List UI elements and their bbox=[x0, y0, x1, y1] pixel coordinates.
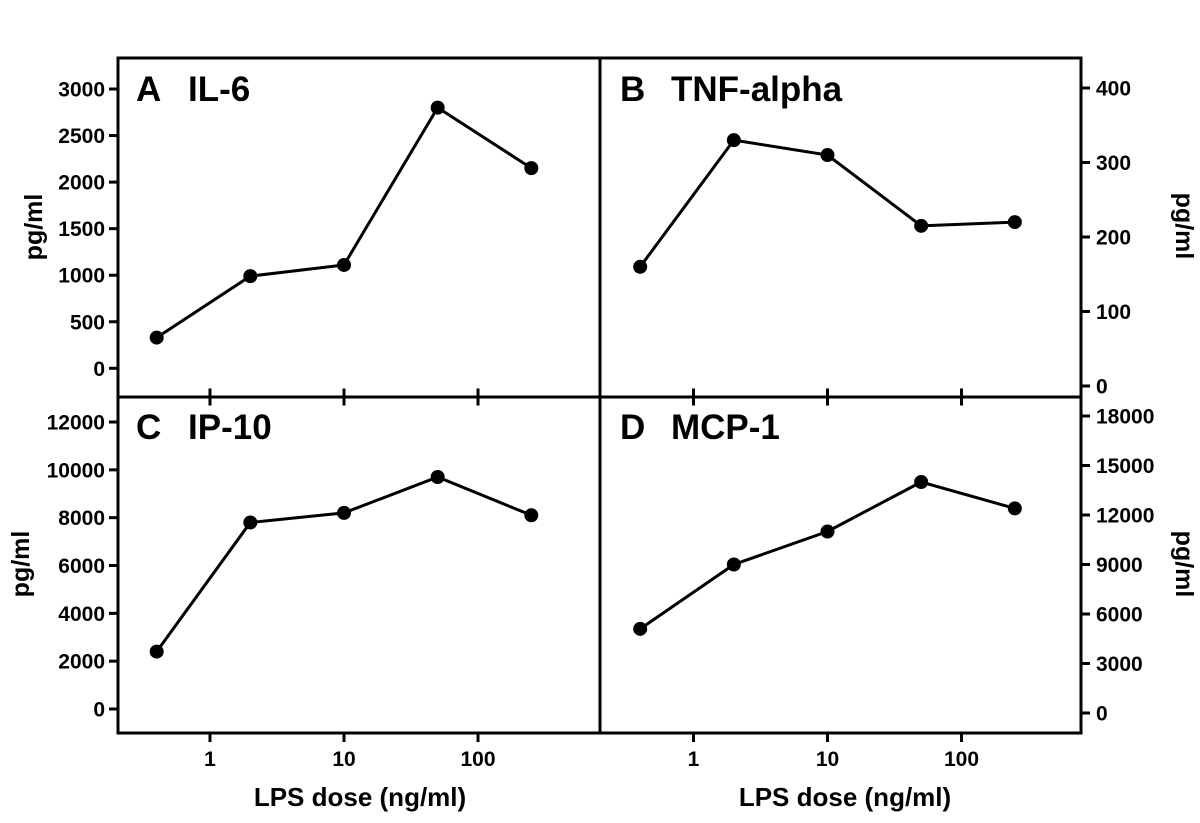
panel-b-label: B bbox=[620, 70, 645, 109]
panel-a-label: A bbox=[136, 70, 161, 109]
panel-a-series-line bbox=[155, 105, 533, 339]
y-axis-label-panel-a: pg/ml bbox=[20, 194, 48, 261]
panel-d-ytick-label: 12000 bbox=[1096, 505, 1154, 528]
panel-d-ytick-label: 6000 bbox=[1096, 604, 1143, 627]
panel-a-data-point bbox=[337, 257, 351, 272]
panel-c-ytick-label: 0 bbox=[93, 699, 105, 722]
panel-d-ytick-label: 18000 bbox=[1096, 406, 1154, 429]
panel-a-ytick-label: 2000 bbox=[58, 172, 105, 195]
panel-a-ytick-label: 2500 bbox=[58, 125, 105, 148]
panel-c-title: IP-10 bbox=[188, 408, 272, 447]
panel-d-ytick-label: 15000 bbox=[1096, 455, 1154, 478]
panel-c-ytick-label: 12000 bbox=[47, 412, 105, 435]
panel-c-ytick-label: 4000 bbox=[58, 603, 105, 626]
panel-c-label: C bbox=[136, 408, 161, 447]
panel-d-data-point bbox=[1007, 501, 1022, 516]
panel-c-ytick-label: 6000 bbox=[58, 555, 105, 578]
panel-b-ytick-label: 200 bbox=[1096, 227, 1131, 250]
panel-a-data-point bbox=[430, 100, 445, 115]
panel-d-ytick-label: 9000 bbox=[1096, 554, 1143, 577]
panel-c-ytick-label: 8000 bbox=[58, 507, 105, 530]
panel-b-data-point bbox=[820, 148, 835, 163]
panel-b-title: TNF-alpha bbox=[671, 70, 843, 109]
panel-c-data-point bbox=[337, 505, 351, 520]
panel-c-data-point bbox=[430, 470, 445, 485]
x-axis-label-right: LPS dose (ng/ml) bbox=[739, 782, 951, 812]
panel-c-ytick-label: 2000 bbox=[58, 651, 105, 674]
panel-a-data-point bbox=[243, 269, 258, 284]
panel-b-ytick-label: 400 bbox=[1096, 78, 1131, 101]
panel-c-xtick-label: 1 bbox=[204, 748, 216, 771]
panel-a-data-point bbox=[524, 161, 539, 176]
panel-d-title: MCP-1 bbox=[671, 408, 780, 447]
panel-c-xtick-label: 10 bbox=[332, 748, 355, 771]
panel-c-series-line bbox=[155, 475, 532, 653]
panel-c-ytick-label: 10000 bbox=[47, 459, 105, 482]
panel-c-data-point bbox=[149, 644, 164, 659]
panel-a-ytick-label: 3000 bbox=[58, 79, 105, 102]
y-axis-label-panel-c: pg/ml bbox=[7, 531, 35, 598]
panel-d-ytick-label: 3000 bbox=[1096, 653, 1143, 676]
panel-a-ytick-label: 0 bbox=[93, 358, 105, 381]
panel-b-ytick-label: 100 bbox=[1096, 301, 1131, 324]
y-axis-label-panel-b: pg/ml bbox=[1170, 193, 1198, 260]
panel-c-data-point bbox=[524, 508, 539, 523]
panel-b-data-point bbox=[726, 133, 741, 148]
panel-d-label: D bbox=[620, 408, 645, 447]
panel-d-data-point bbox=[633, 621, 648, 636]
panel-b-ytick-label: 300 bbox=[1096, 152, 1131, 175]
panel-b-data-point bbox=[1007, 215, 1022, 230]
panel-b-ytick-label: 0 bbox=[1096, 376, 1108, 399]
panel-b-data-point bbox=[914, 218, 929, 233]
panel-frames bbox=[116, 56, 1083, 735]
panel-d-data-point bbox=[820, 524, 835, 539]
panel-a-ytick-label: 500 bbox=[70, 311, 105, 334]
panel-d-ytick-label: 0 bbox=[1096, 703, 1108, 726]
panel-c-data-point bbox=[243, 515, 258, 530]
y-axis-label-panel-d: pg/ml bbox=[1170, 531, 1198, 598]
panel-a-data-point bbox=[149, 330, 164, 345]
panel-d-data-point bbox=[726, 557, 741, 572]
panel-a-ytick-label: 1500 bbox=[58, 218, 105, 241]
panel-d-xtick-label: 100 bbox=[944, 748, 979, 771]
x-axis-label-left: LPS dose (ng/ml) bbox=[254, 782, 466, 812]
chart-dynamic-layer: 0500100015002000250030000100200300400020… bbox=[47, 78, 1155, 772]
figure-text-layer: A IL-6 B TNF-alpha C IP-10 D MCP-1 pg/ml… bbox=[7, 70, 1198, 812]
panel-d-xtick-label: 10 bbox=[816, 748, 839, 771]
panel-d-data-point bbox=[914, 475, 929, 489]
panel-b-data-point bbox=[633, 259, 648, 274]
panel-d-series-line bbox=[639, 480, 1016, 631]
panel-d-xtick-label: 1 bbox=[688, 748, 700, 771]
panel-a-title: IL-6 bbox=[188, 70, 250, 109]
panel-a-ytick-label: 1000 bbox=[58, 265, 105, 288]
panel-c-xtick-label: 100 bbox=[460, 748, 495, 771]
